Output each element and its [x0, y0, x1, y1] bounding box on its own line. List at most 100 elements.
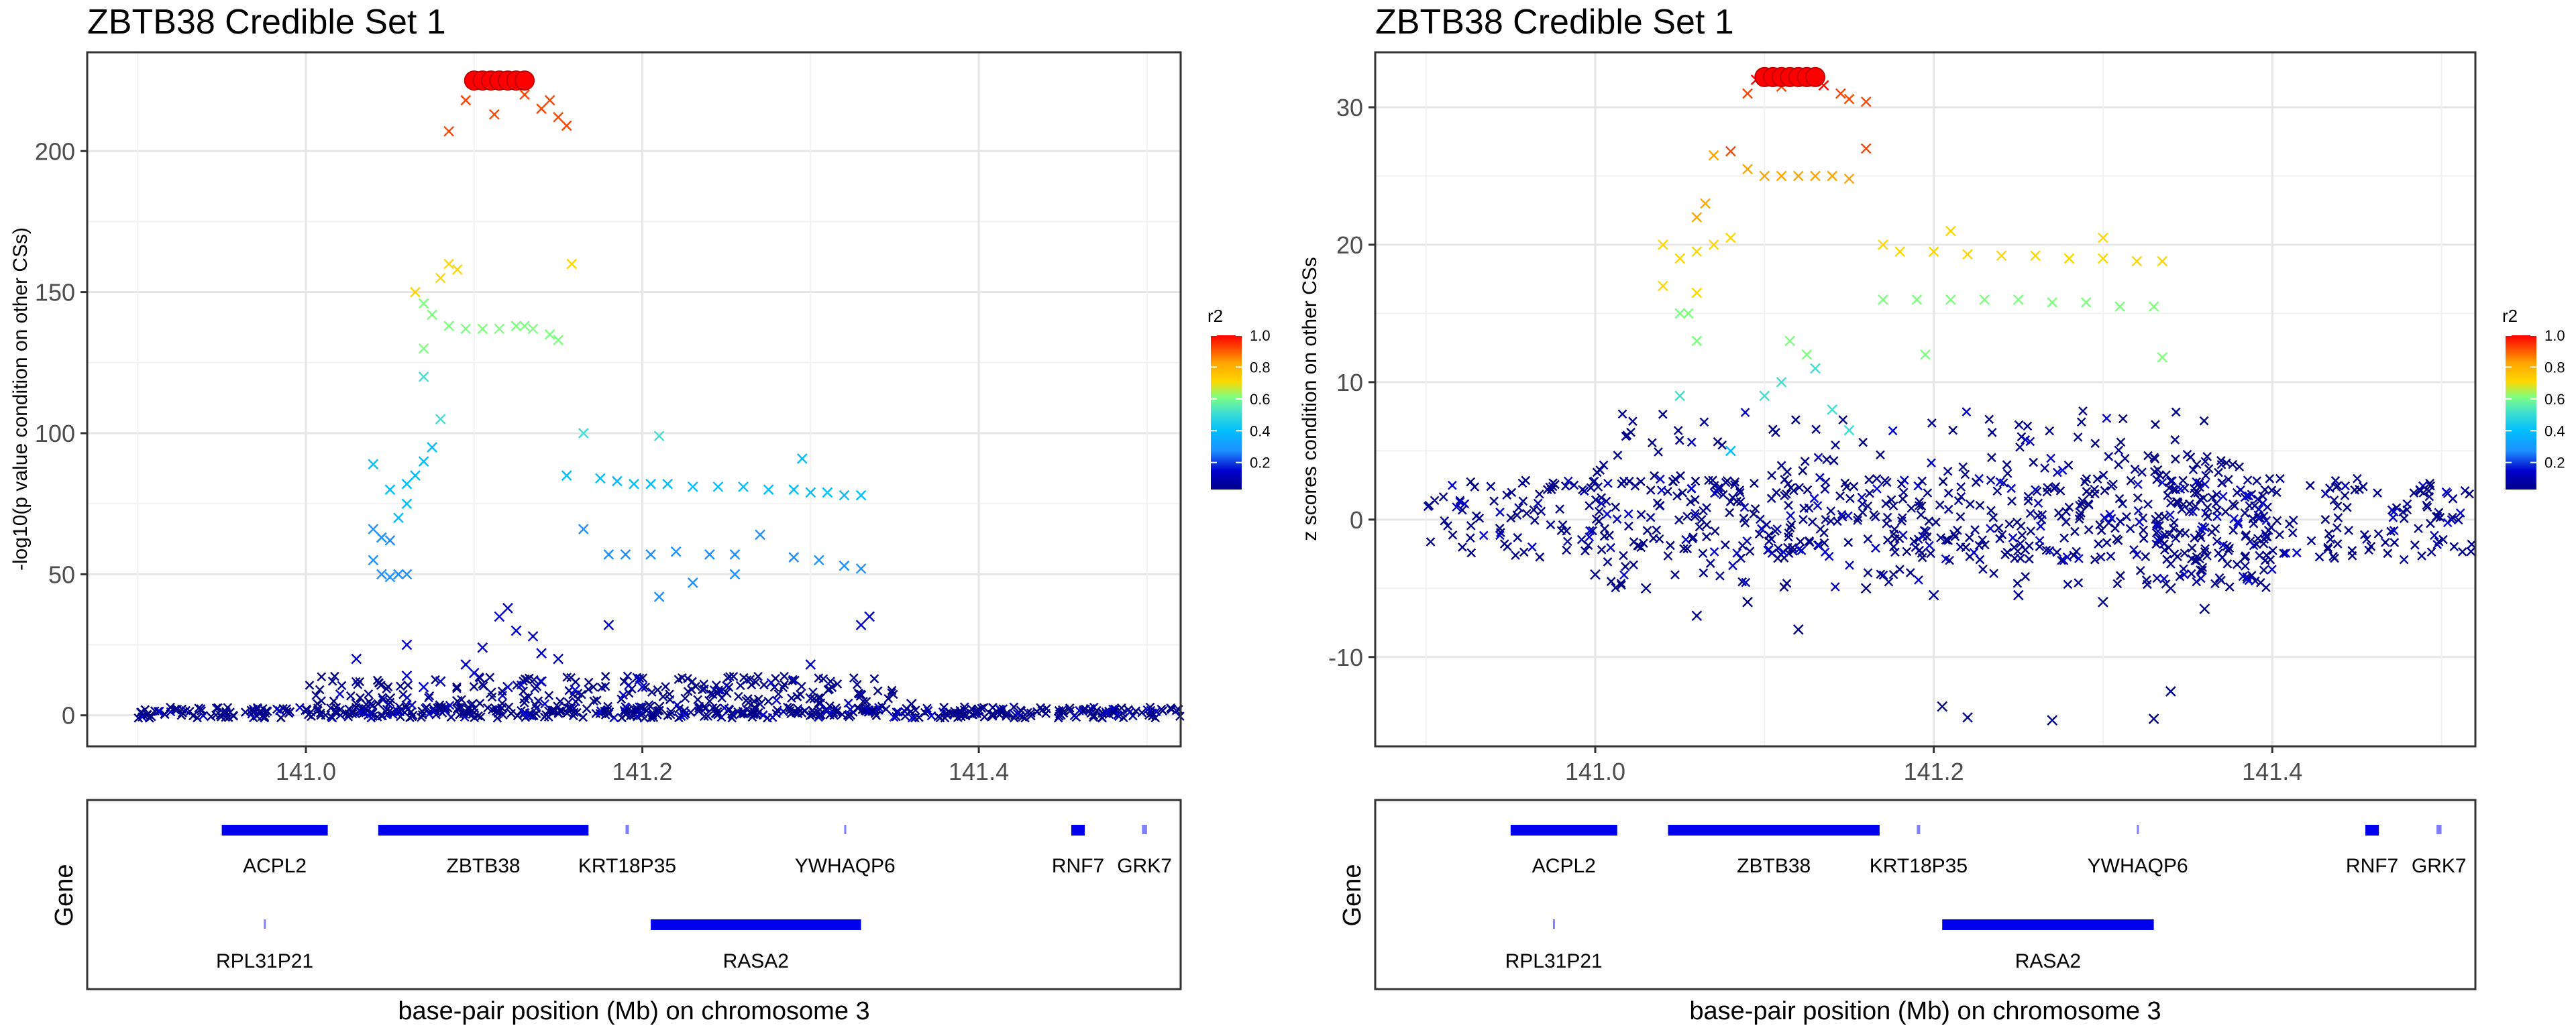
left-point-stroke: [1101, 707, 1111, 717]
left-point-stroke: [403, 680, 413, 690]
left-point-stroke: [345, 691, 356, 701]
left-point: [555, 697, 565, 706]
left-point-stroke: [476, 712, 486, 722]
left-legend-tick-label: 0.6: [1250, 391, 1271, 408]
left-point: [979, 703, 989, 712]
left-point-stroke: [658, 692, 668, 701]
left-point: [452, 684, 462, 693]
left-point: [321, 710, 331, 720]
left-point: [372, 712, 382, 722]
left-point-stroke: [246, 705, 256, 716]
left-point-stroke: [1016, 706, 1026, 716]
left-point-stroke: [635, 709, 645, 719]
left-point: [600, 671, 610, 681]
left-y-tick-label: 200: [35, 137, 75, 165]
left-point-stroke: [421, 702, 431, 712]
left-point-stroke: [787, 693, 796, 703]
left-point-stroke: [724, 672, 735, 681]
left-point-stroke: [540, 699, 549, 709]
left-point-stroke: [351, 709, 360, 719]
left-point-stroke: [262, 705, 272, 716]
left-point-stroke: [824, 701, 835, 711]
left-point: [727, 709, 737, 719]
left-point: [849, 673, 859, 683]
left-point-stroke: [529, 711, 539, 721]
left-point-stroke: [852, 679, 862, 689]
left-point: [483, 703, 492, 713]
left-legend-tick-label: 0.2: [1250, 455, 1271, 471]
left-point-stroke: [933, 711, 943, 722]
left-point: [949, 709, 959, 719]
left-legend-tick-label: 0.4: [1250, 422, 1271, 439]
left-point-stroke: [483, 703, 492, 713]
left-point-stroke: [1098, 708, 1108, 718]
left-point-stroke: [160, 709, 170, 720]
left-point-stroke: [1171, 705, 1181, 716]
left-point-stroke: [218, 707, 228, 717]
left-point-stroke: [189, 711, 198, 721]
left-point-stroke: [769, 682, 780, 692]
left-point: [922, 703, 932, 713]
left-point: [327, 677, 337, 686]
left-point: [960, 709, 970, 718]
left-point: [778, 683, 788, 693]
left-point-stroke: [1142, 705, 1152, 715]
left-point-stroke: [469, 682, 479, 691]
left-point: [1157, 704, 1167, 714]
left-point-stroke: [955, 705, 965, 716]
left-point-stroke: [712, 681, 721, 690]
left-point-stroke: [394, 702, 405, 712]
left-point: [773, 689, 784, 699]
left-point: [783, 702, 792, 712]
left-point-stroke: [578, 712, 588, 722]
left-gene-axis-label: Gene: [50, 864, 78, 927]
left-point-stroke: [531, 703, 541, 713]
left-point-stroke: [366, 709, 376, 719]
left-point-stroke: [694, 706, 704, 716]
left-point: [1065, 703, 1075, 713]
left-point: [852, 679, 862, 689]
left-y-tick-label: 150: [35, 279, 75, 306]
left-point: [714, 685, 724, 695]
left-point-stroke: [143, 709, 152, 720]
left-point: [1131, 706, 1141, 716]
left-point-stroke: [249, 713, 258, 723]
left-point: [383, 682, 393, 692]
left-point-stroke: [524, 673, 534, 683]
left-point: [1089, 712, 1098, 722]
gene-bar-acpl2: [221, 825, 328, 836]
left-point-stroke: [1079, 705, 1089, 715]
left-point: [591, 709, 601, 718]
left-point: [920, 707, 930, 718]
left-point: [889, 712, 899, 722]
left-point-stroke: [568, 689, 578, 699]
left-point: [1166, 703, 1175, 713]
left-point: [470, 713, 480, 723]
left-point: [873, 686, 883, 696]
left-point: [600, 681, 610, 691]
left-point-stroke: [487, 692, 497, 702]
left-point: [177, 704, 187, 714]
left-point-stroke: [639, 713, 649, 723]
left-point: [910, 705, 920, 715]
left-point: [833, 679, 843, 689]
left-point-stroke: [647, 687, 657, 697]
gene-label-ywhaqp6: YWHAQP6: [795, 855, 896, 877]
left-point: [421, 702, 431, 712]
left-point-stroke: [377, 693, 387, 703]
left-point-stroke: [1037, 705, 1046, 716]
left-point-stroke: [327, 677, 337, 686]
left-point-stroke: [778, 683, 788, 693]
left-legend-tick-label: 0.8: [1250, 359, 1271, 376]
left-point: [431, 675, 440, 685]
left-point: [703, 711, 712, 721]
left-point-stroke: [635, 673, 645, 683]
left-legend-colorbar: [1211, 335, 1242, 490]
left-point-stroke: [645, 701, 655, 711]
left-point-stroke: [260, 708, 270, 718]
left-point-stroke: [759, 680, 769, 690]
left-point-stroke: [814, 673, 824, 683]
left-point-stroke: [321, 710, 331, 720]
